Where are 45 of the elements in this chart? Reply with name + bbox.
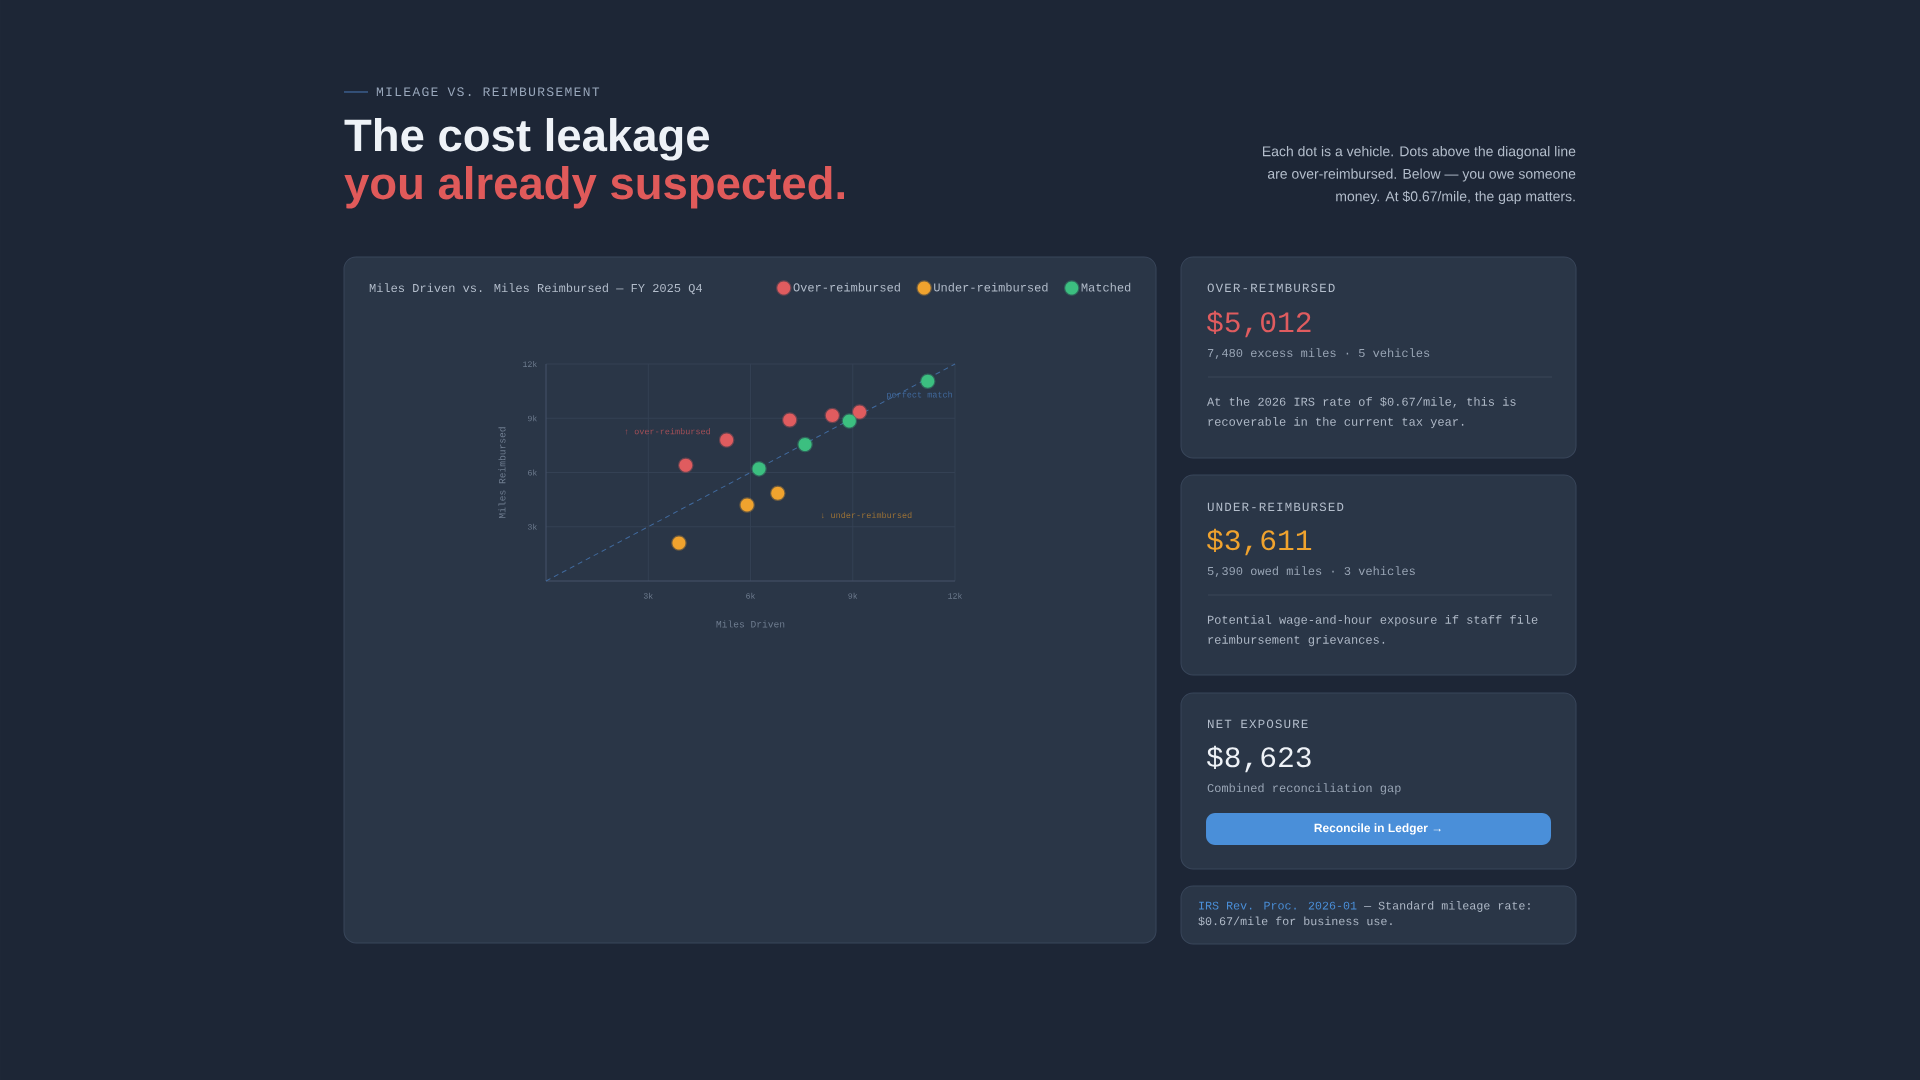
y-tick-label: 6k bbox=[528, 469, 537, 476]
x-axis-title: Miles Driven bbox=[716, 620, 785, 628]
annotation: ↑ over-reimbursed bbox=[625, 428, 710, 435]
point bbox=[718, 432, 735, 448]
text: NET EXPOSURE bbox=[1208, 719, 1308, 729]
x-tick-label: 3k bbox=[643, 592, 653, 599]
annotation: ↓ under-reimbursed bbox=[821, 511, 912, 519]
y-tick-label: 12k bbox=[523, 361, 537, 367]
text: OVER-REIMBURSED bbox=[1207, 283, 1335, 293]
text: Miles Driven vs. Miles Reimbursed — FY 2025 Q4 bbox=[369, 283, 702, 295]
text: $5,012 bbox=[1206, 310, 1311, 338]
x-tick-label: 6k bbox=[746, 592, 756, 599]
point bbox=[677, 457, 694, 474]
y-axis-title: Miles Reimbursed bbox=[498, 427, 506, 518]
point bbox=[824, 407, 841, 424]
text: $3,611 bbox=[1206, 528, 1312, 556]
text: Potential wage-and-hour exposure if staff file reimbursement grievances. bbox=[1207, 614, 1538, 647]
legend-label: Under-reimbursed bbox=[934, 282, 1048, 292]
y-tick-label: 3k bbox=[527, 523, 537, 530]
chart-subtitle: you already suspected. bbox=[344, 166, 844, 209]
point bbox=[841, 413, 858, 429]
point bbox=[671, 535, 687, 551]
point bbox=[797, 436, 813, 453]
text: IRS Rev. Proc. 2026-01 bbox=[1199, 901, 1357, 910]
text: 5,390 owed miles · 3 vehicles bbox=[1207, 566, 1415, 578]
text: Each dot is a vehicle. Dots above the diagonal line are over-reimbursed. Below — you owe someone money. At $0.67/mile, the gap matters. bbox=[1263, 145, 1576, 205]
text: $8,623 bbox=[1206, 745, 1311, 773]
point bbox=[739, 497, 755, 513]
text: Combined reconciliation gap bbox=[1207, 783, 1401, 795]
text: UNDER-REIMBURSED bbox=[1207, 502, 1344, 512]
legend-label: Matched bbox=[1081, 282, 1131, 292]
text: Reconcile in Ledger → bbox=[1314, 823, 1441, 835]
series-label: perfect match bbox=[887, 391, 952, 400]
x-tick-label: 12k bbox=[948, 592, 962, 599]
text: 7,480 excess miles · 5 vehicles bbox=[1207, 348, 1430, 360]
x-tick-label: 9k bbox=[848, 592, 858, 599]
legend-label: Over-reimbursed bbox=[793, 282, 900, 292]
point bbox=[781, 412, 798, 428]
point bbox=[770, 485, 786, 502]
text: MILEAGE VS. REIMBURSEMENT bbox=[376, 87, 600, 97]
text: At the 2026 IRS rate of $0.67/mile, this is recoverable in the current tax year. bbox=[1207, 396, 1516, 429]
point bbox=[851, 404, 868, 420]
point bbox=[751, 461, 767, 477]
chart-title: The cost leakage bbox=[344, 118, 710, 161]
point bbox=[919, 373, 936, 389]
